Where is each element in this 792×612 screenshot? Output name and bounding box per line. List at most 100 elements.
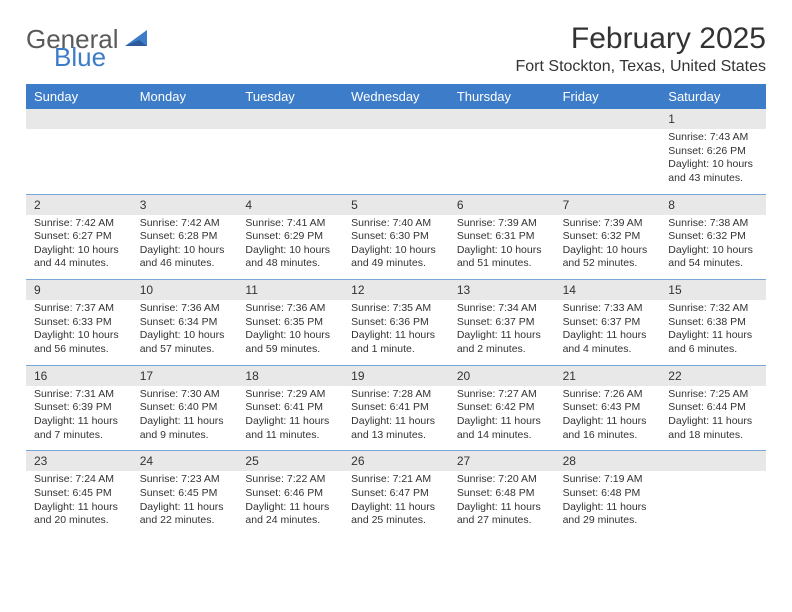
sunset-text: Sunset: 6:42 PM [457,401,547,415]
day-number: 17 [132,366,238,386]
calendar-grid: Sunday Monday Tuesday Wednesday Thursday… [26,84,766,536]
day-content: Sunrise: 7:24 AMSunset: 6:45 PMDaylight:… [26,471,132,536]
sunset-text: Sunset: 6:48 PM [457,487,547,501]
day-number: 20 [449,366,555,386]
week-block: 2345678Sunrise: 7:42 AMSunset: 6:27 PMDa… [26,194,766,280]
day-number: 15 [660,280,766,300]
daylight-text: Daylight: 11 hours and 6 minutes. [668,329,758,356]
sunrise-text: Sunrise: 7:28 AM [351,388,441,402]
day-content: Sunrise: 7:30 AMSunset: 6:40 PMDaylight:… [132,386,238,451]
sunrise-text: Sunrise: 7:32 AM [668,302,758,316]
week-block: 9101112131415Sunrise: 7:37 AMSunset: 6:3… [26,279,766,365]
daylight-text: Daylight: 11 hours and 20 minutes. [34,501,124,528]
day-number-band: 1 [26,109,766,129]
day-number: 26 [343,451,449,471]
sunset-text: Sunset: 6:44 PM [668,401,758,415]
sunset-text: Sunset: 6:37 PM [563,316,653,330]
dow-saturday: Saturday [660,84,766,109]
day-number: 5 [343,195,449,215]
day-number: 7 [555,195,661,215]
sunset-text: Sunset: 6:41 PM [245,401,335,415]
sunrise-text: Sunrise: 7:26 AM [563,388,653,402]
sunrise-text: Sunrise: 7:36 AM [245,302,335,316]
day-content: Sunrise: 7:31 AMSunset: 6:39 PMDaylight:… [26,386,132,451]
daylight-text: Daylight: 10 hours and 51 minutes. [457,244,547,271]
calendar-page: General Blue February 2025 Fort Stockton… [0,0,792,536]
sunset-text: Sunset: 6:32 PM [563,230,653,244]
daylight-text: Daylight: 10 hours and 57 minutes. [140,329,230,356]
day-content: Sunrise: 7:35 AMSunset: 6:36 PMDaylight:… [343,300,449,365]
day-number: 6 [449,195,555,215]
day-number: 4 [237,195,343,215]
daylight-text: Daylight: 11 hours and 18 minutes. [668,415,758,442]
dow-tuesday: Tuesday [237,84,343,109]
day-content-band: Sunrise: 7:37 AMSunset: 6:33 PM Daylight:… [26,300,766,365]
day-number: 11 [237,280,343,300]
day-number: 8 [660,195,766,215]
day-number: 22 [660,366,766,386]
sunrise-text: Sunrise: 7:33 AM [563,302,653,316]
brand-word2: Blue [26,44,151,70]
sunset-text: Sunset: 6:29 PM [245,230,335,244]
day-content: Sunrise: 7:32 AMSunset: 6:38 PMDaylight:… [660,300,766,365]
day-content: Sunrise: 7:36 AMSunset: 6:35 PMDaylight:… [237,300,343,365]
day-content: Sunrise: 7:39 AMSunset: 6:32 PMDaylight:… [555,215,661,280]
sunrise-text: Sunrise: 7:25 AM [668,388,758,402]
day-number-band: 232425262728 [26,451,766,471]
day-number-band: 16171819202122 [26,366,766,386]
day-content: Sunrise: 7:25 AMSunset: 6:44 PMDaylight:… [660,386,766,451]
daylight-text: Daylight: 10 hours and 48 minutes. [245,244,335,271]
sunset-text: Sunset: 6:32 PM [668,230,758,244]
day-content: Sunrise: 7:27 AMSunset: 6:42 PMDaylight:… [449,386,555,451]
dow-monday: Monday [132,84,238,109]
daylight-text: Daylight: 11 hours and 11 minutes. [245,415,335,442]
day-number: 9 [26,280,132,300]
day-number: 16 [26,366,132,386]
week-block: 232425262728Sunrise: 7:24 AMSunset: 6:45… [26,450,766,536]
day-number: 23 [26,451,132,471]
sunrise-text: Sunrise: 7:37 AM [34,302,124,316]
sunrise-text: Sunrise: 7:34 AM [457,302,547,316]
sunset-text: Sunset: 6:45 PM [140,487,230,501]
day-content [237,129,343,194]
dow-thursday: Thursday [449,84,555,109]
daylight-text: Daylight: 11 hours and 25 minutes. [351,501,441,528]
day-content [343,129,449,194]
week-block: 16171819202122Sunrise: 7:31 AMSunset: 6:… [26,365,766,451]
day-number [343,109,449,129]
day-content: Sunrise: 7:38 AMSunset: 6:32 PMDaylight:… [660,215,766,280]
day-content: Sunrise: 7:26 AMSunset: 6:43 PMDaylight:… [555,386,661,451]
daylight-text: Daylight: 10 hours and 54 minutes. [668,244,758,271]
day-content: Sunrise: 7:20 AMSunset: 6:48 PMDaylight:… [449,471,555,536]
sunset-text: Sunset: 6:39 PM [34,401,124,415]
day-number: 18 [237,366,343,386]
daylight-text: Daylight: 11 hours and 4 minutes. [563,329,653,356]
sunset-text: Sunset: 6:45 PM [34,487,124,501]
day-number [660,451,766,471]
daylight-text: Daylight: 11 hours and 1 minute. [351,329,441,356]
header: General Blue February 2025 Fort Stockton… [26,22,766,76]
day-content-band: Sunrise: 7:43 AMSunset: 6:26 PMDaylight:… [26,129,766,194]
day-number: 28 [555,451,661,471]
day-number: 1 [660,109,766,129]
day-of-week-header: Sunday Monday Tuesday Wednesday Thursday… [26,84,766,109]
daylight-text: Daylight: 11 hours and 13 minutes. [351,415,441,442]
daylight-text: Daylight: 10 hours and 44 minutes. [34,244,124,271]
sunset-text: Sunset: 6:27 PM [34,230,124,244]
day-content: Sunrise: 7:33 AMSunset: 6:37 PMDaylight:… [555,300,661,365]
dow-sunday: Sunday [26,84,132,109]
day-number [449,109,555,129]
sunset-text: Sunset: 6:35 PM [245,316,335,330]
sunrise-text: Sunrise: 7:31 AM [34,388,124,402]
daylight-text: Daylight: 11 hours and 2 minutes. [457,329,547,356]
day-number: 14 [555,280,661,300]
brand-text-block: General Blue [26,26,151,70]
daylight-text: Daylight: 11 hours and 27 minutes. [457,501,547,528]
sunset-text: Sunset: 6:33 PM [34,316,124,330]
sunset-text: Sunset: 6:38 PM [668,316,758,330]
brand-logo: General Blue [26,22,151,70]
title-block: February 2025 Fort Stockton, Texas, Unit… [516,22,767,76]
day-number-band: 9101112131415 [26,280,766,300]
day-content-band: Sunrise: 7:42 AMSunset: 6:27 PMDaylight:… [26,215,766,280]
week-block: 1Sunrise: 7:43 AMSunset: 6:26 PMDaylight… [26,109,766,194]
